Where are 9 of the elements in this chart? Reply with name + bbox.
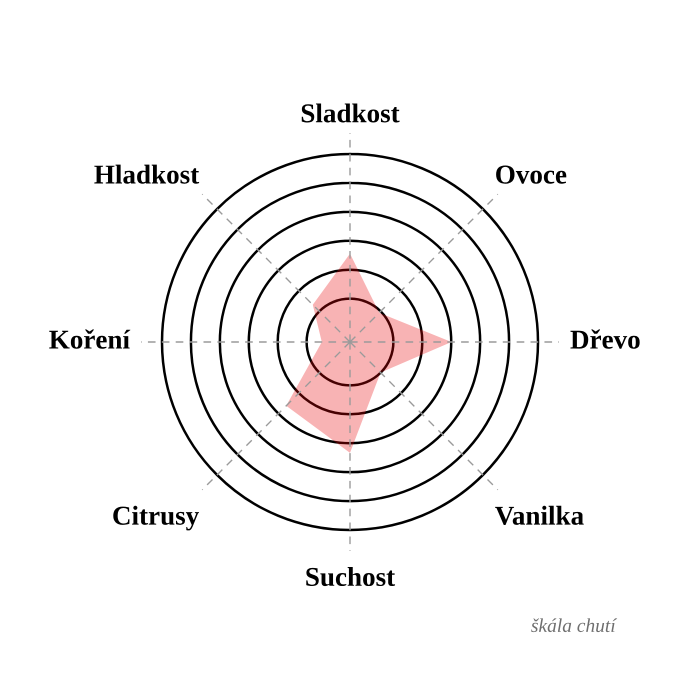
spoke-label: Koření (49, 329, 130, 349)
spoke-label: Vanilka (495, 506, 584, 525)
spoke-label: Sladkost (302, 103, 400, 122)
text: škála chutí (531, 618, 618, 632)
spoke-label: Citrusy (113, 506, 199, 530)
spoke-label: Ovoce (496, 166, 566, 184)
spoke-label: Suchost (306, 567, 396, 586)
spoke-label: Dřevo (570, 329, 640, 349)
spoke-label: Hladkost (94, 164, 200, 184)
